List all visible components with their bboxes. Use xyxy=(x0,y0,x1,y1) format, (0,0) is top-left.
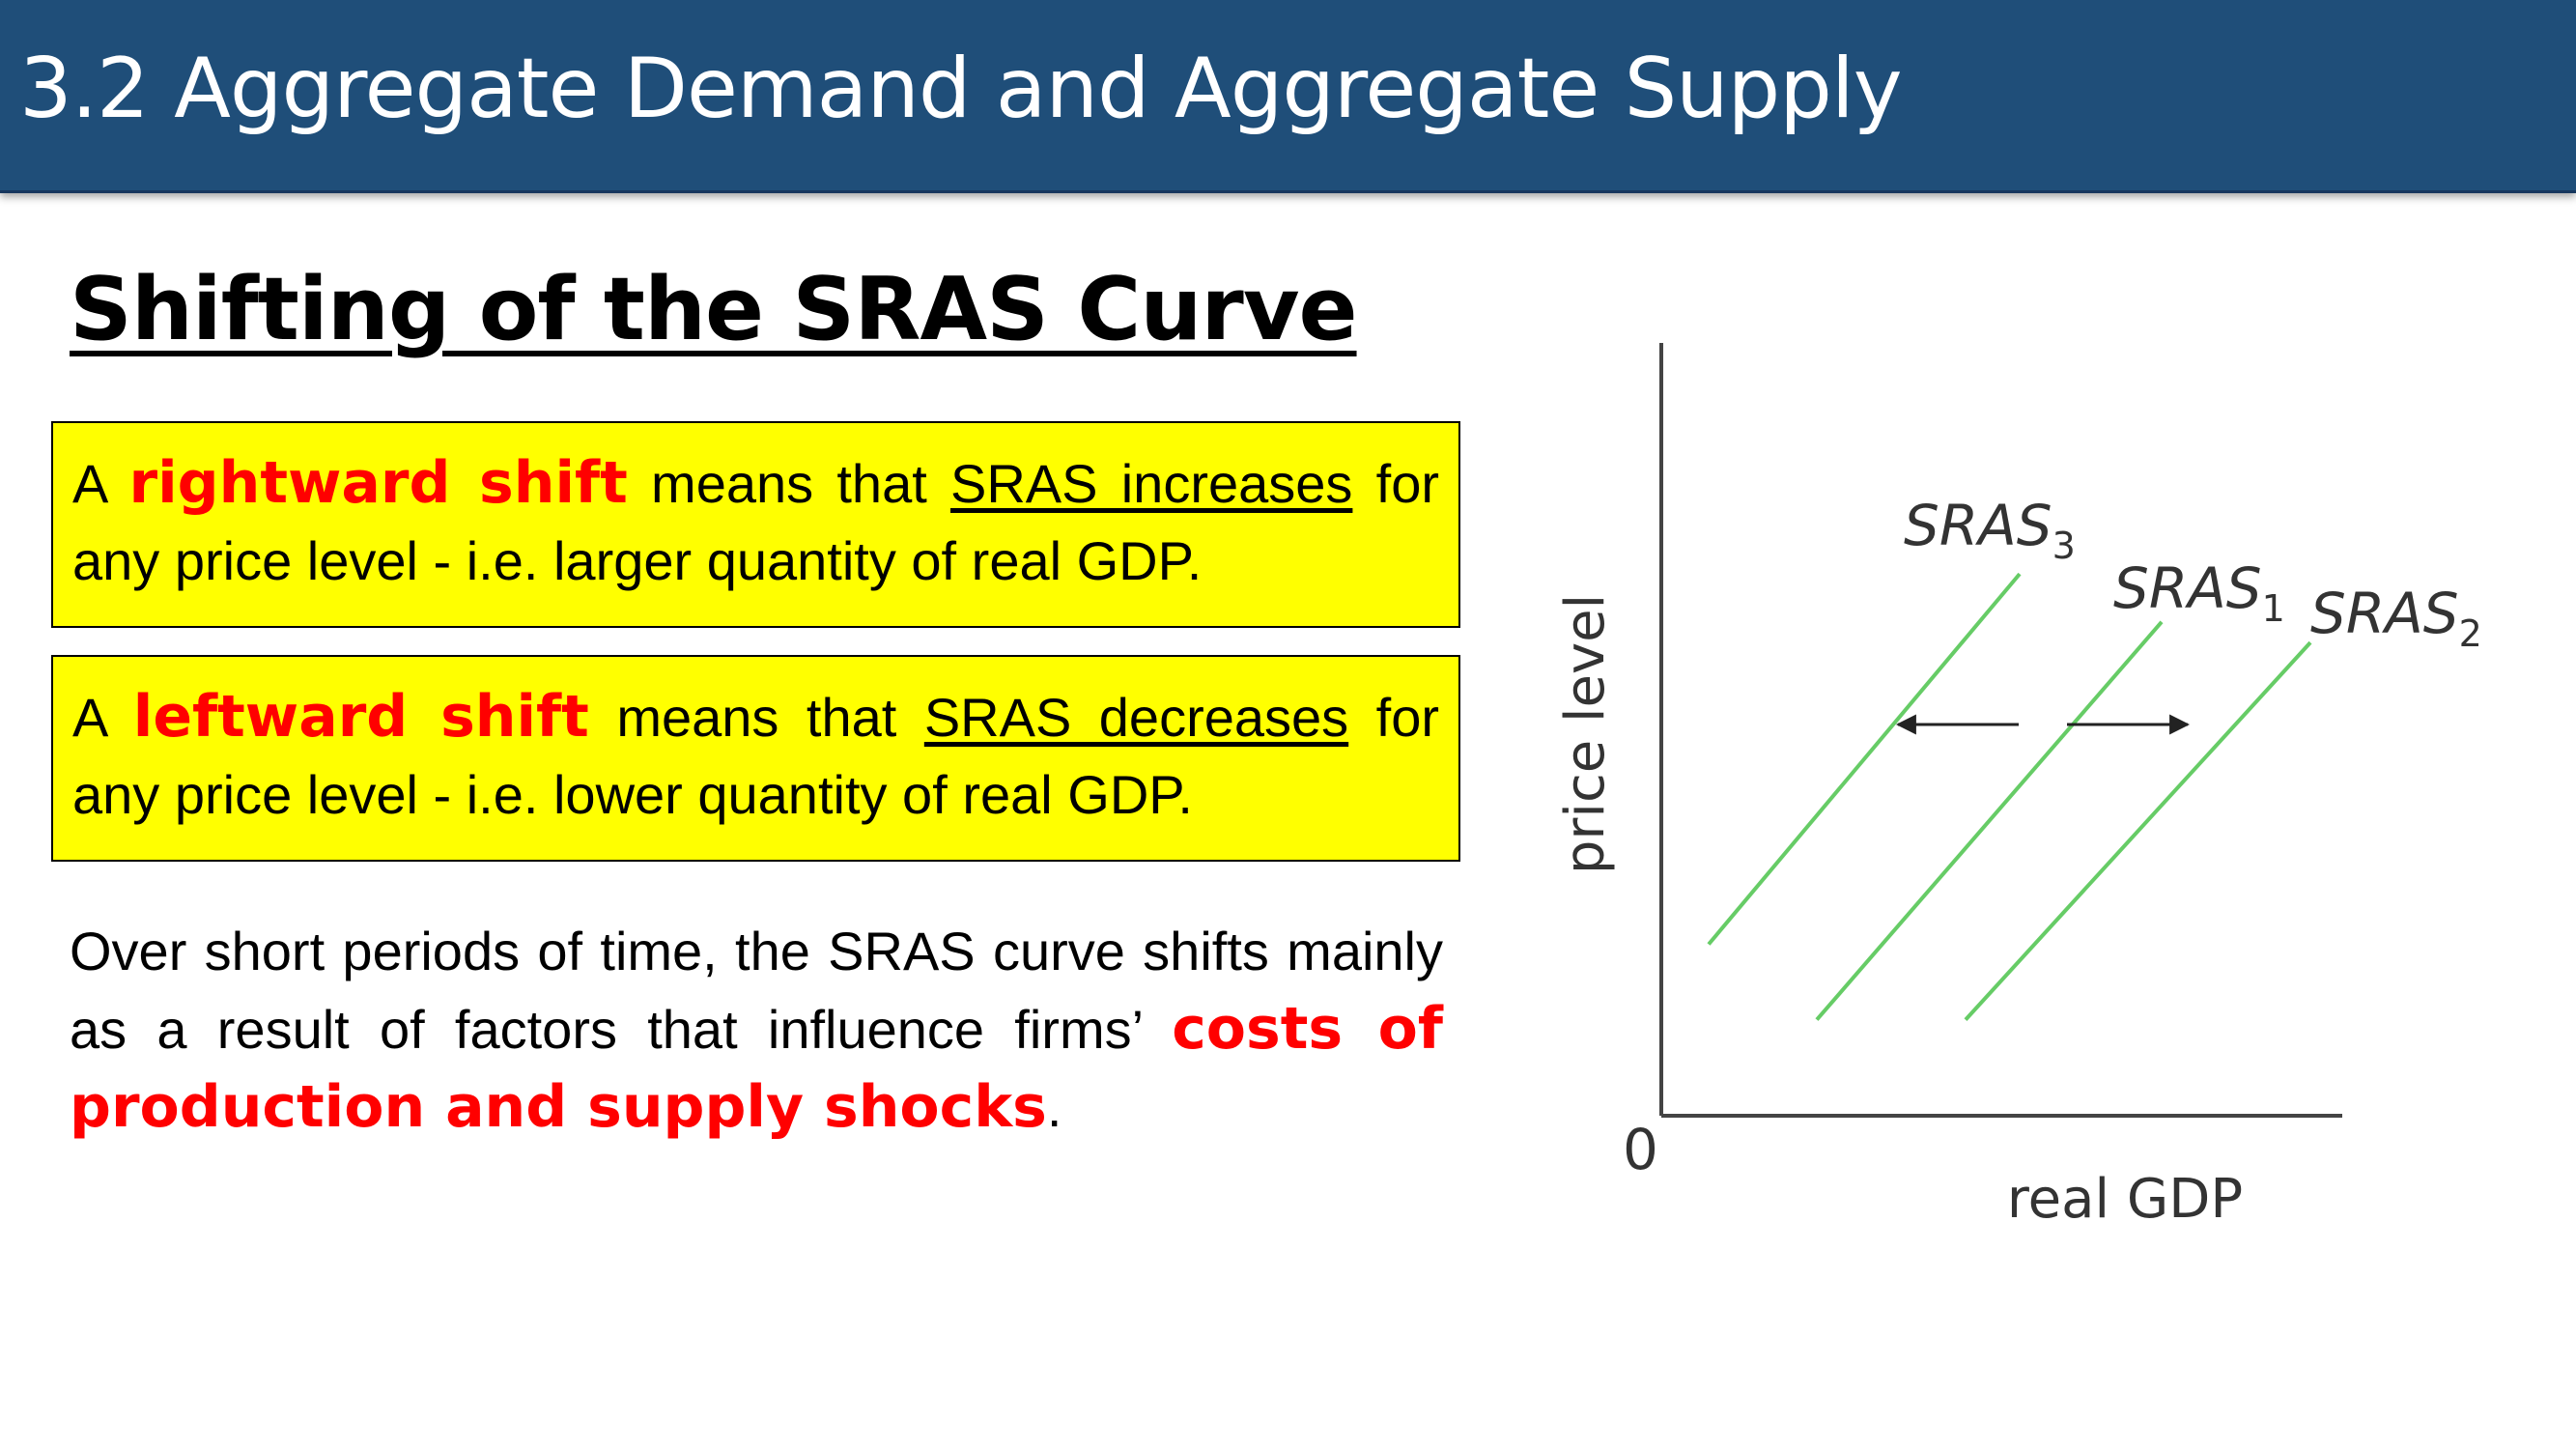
box-mid: means that xyxy=(616,687,897,748)
leftward-shift-highlight: leftward shift xyxy=(132,683,589,751)
paragraph-end: . xyxy=(1046,1077,1062,1138)
x-axis-label: real GDP xyxy=(2007,1168,2243,1231)
sras-curve-3 xyxy=(1707,572,2022,946)
rightward-shift-definition-box: A rightward shift means that SRAS increa… xyxy=(51,421,1460,628)
title-bar: 3.2 Aggregate Demand and Aggregate Suppl… xyxy=(0,0,2576,193)
sras-curve-1 xyxy=(1815,620,2164,1021)
box-suffix: for any price level - i.e. lower quantit… xyxy=(72,687,1440,825)
box-prefix: A xyxy=(72,453,106,514)
sras-decreases-text: SRAS decreases xyxy=(923,687,1349,748)
paragraph-text: Over short periods of time, the SRAS cur… xyxy=(70,921,1443,1060)
rightward-shift-highlight: rightward shift xyxy=(128,449,628,517)
sras-label-3: SRAS3 xyxy=(1904,493,2076,567)
sras-shift-chart: 0 real GDP price level SRAS3 SRAS1 SRAS2 xyxy=(1554,343,2482,1231)
origin-label: 0 xyxy=(1623,1117,1658,1182)
y-axis-label: price level xyxy=(1554,594,1617,874)
sras-label-1: SRAS1 xyxy=(2113,555,2285,630)
paragraph-highlight: costs of production and supply shocks xyxy=(70,995,1443,1141)
box-mid: means that xyxy=(651,453,927,514)
section-heading: Shifting of the SRAS Curve xyxy=(70,259,1358,360)
box-suffix: for any price level - i.e. larger quanti… xyxy=(72,453,1439,591)
slide-title: 3.2 Aggregate Demand and Aggregate Suppl… xyxy=(19,41,1903,137)
sras-increases-text: SRAS increases xyxy=(950,453,1353,514)
sras-curve-2 xyxy=(1964,640,2312,1021)
box-prefix: A xyxy=(72,687,106,748)
explanation-paragraph: Over short periods of time, the SRAS cur… xyxy=(70,913,1443,1147)
leftward-shift-definition-box: A leftward shift means that SRAS decreas… xyxy=(51,655,1460,862)
sras-label-2: SRAS2 xyxy=(2310,581,2482,655)
